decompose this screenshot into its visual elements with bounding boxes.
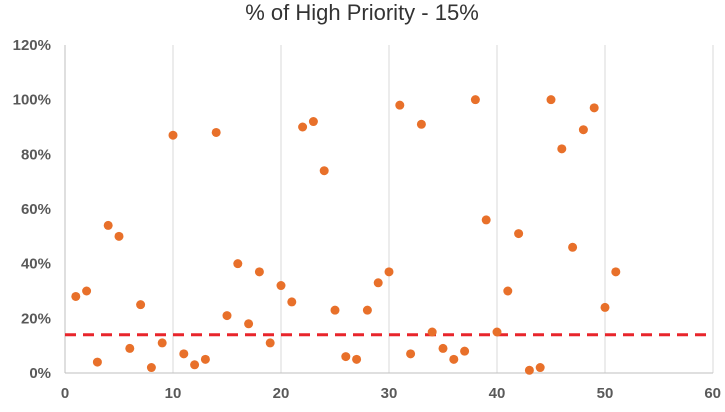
data-point xyxy=(460,346,470,356)
data-point xyxy=(568,242,578,252)
data-point xyxy=(298,122,308,132)
data-point xyxy=(578,125,588,135)
data-point xyxy=(438,343,448,353)
data-point xyxy=(287,297,297,307)
data-point xyxy=(71,291,81,301)
data-point xyxy=(222,311,232,321)
data-point xyxy=(276,281,286,291)
data-point xyxy=(557,144,567,154)
data-point xyxy=(265,338,275,348)
data-point xyxy=(362,305,372,315)
data-point xyxy=(470,95,480,105)
x-tick-label: 60 xyxy=(704,385,721,402)
data-point xyxy=(611,267,621,277)
y-tick-label: 0% xyxy=(29,365,51,382)
data-point xyxy=(190,360,200,370)
data-point xyxy=(308,117,318,127)
data-point xyxy=(125,343,135,353)
x-tick-label: 30 xyxy=(381,385,398,402)
data-point xyxy=(600,302,610,312)
data-point xyxy=(319,166,329,176)
data-point xyxy=(589,103,599,113)
x-tick-label: 10 xyxy=(165,385,182,402)
data-point xyxy=(179,349,189,359)
x-tick-label: 20 xyxy=(273,385,290,402)
data-point xyxy=(211,127,221,137)
data-point xyxy=(395,100,405,110)
data-point xyxy=(492,327,502,337)
data-point xyxy=(416,119,426,129)
data-point xyxy=(92,357,102,367)
data-point xyxy=(481,215,491,225)
data-point xyxy=(244,319,254,329)
axes xyxy=(64,45,713,374)
data-point xyxy=(514,229,524,239)
x-tick-label: 50 xyxy=(597,385,614,402)
data-point xyxy=(82,286,92,296)
data-point xyxy=(168,130,178,140)
data-point xyxy=(341,352,351,362)
data-point xyxy=(546,95,556,105)
y-tick-label: 20% xyxy=(21,310,51,327)
data-point xyxy=(146,363,156,373)
data-point xyxy=(352,354,362,364)
data-point xyxy=(427,327,437,337)
data-point xyxy=(373,278,383,288)
chart-title: % of High Priority - 15% xyxy=(245,0,479,25)
data-point xyxy=(503,286,513,296)
data-point xyxy=(114,231,124,241)
data-point xyxy=(524,365,534,375)
data-point xyxy=(233,259,243,269)
data-point xyxy=(157,338,167,348)
data-point xyxy=(330,305,340,315)
y-tick-label: 60% xyxy=(21,201,51,218)
y-tick-label: 100% xyxy=(13,92,51,109)
data-point xyxy=(200,354,210,364)
data-point xyxy=(449,354,459,364)
x-tick-label: 40 xyxy=(489,385,506,402)
tick-labels: 0% 20% 40% 60% 80% 100% 120% 0 10 20 30 40 50 60 xyxy=(13,37,721,402)
y-tick-label: 40% xyxy=(21,256,51,273)
data-point xyxy=(535,363,545,373)
x-tick-label: 0 xyxy=(61,385,69,402)
data-point xyxy=(103,220,113,230)
data-point xyxy=(254,267,264,277)
data-points xyxy=(71,95,621,375)
data-point xyxy=(136,300,146,310)
y-tick-label: 120% xyxy=(13,37,51,54)
y-tick-label: 80% xyxy=(21,146,51,163)
data-point xyxy=(384,267,394,277)
data-point xyxy=(406,349,416,359)
grid-lines xyxy=(172,45,714,373)
